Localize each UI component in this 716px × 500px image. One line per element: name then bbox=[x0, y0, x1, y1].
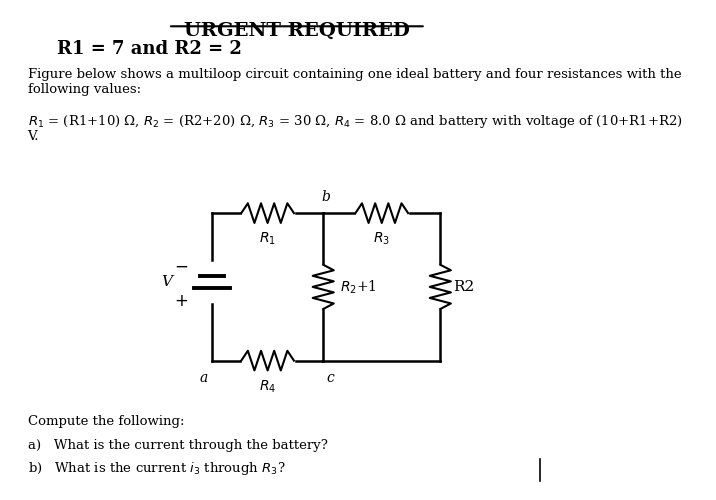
Text: c: c bbox=[326, 372, 334, 386]
Text: V.: V. bbox=[28, 130, 39, 142]
Text: URGENT REQUIRED: URGENT REQUIRED bbox=[184, 22, 410, 40]
Text: R2: R2 bbox=[453, 280, 475, 294]
Text: b: b bbox=[321, 190, 330, 204]
Text: $R_3$: $R_3$ bbox=[373, 231, 390, 247]
Text: Figure below shows a multiloop circuit containing one ideal battery and four res: Figure below shows a multiloop circuit c… bbox=[28, 68, 681, 96]
Text: $R_1$ = (R1+10) Ω, $R_2$ = (R2+20) Ω, $R_3$ = 30 Ω, $R_4$ = 8.0 Ω and battery wi: $R_1$ = (R1+10) Ω, $R_2$ = (R2+20) Ω, $R… bbox=[28, 114, 682, 130]
Text: V: V bbox=[161, 275, 172, 289]
Text: $R_1$: $R_1$ bbox=[259, 231, 276, 247]
Text: R1 = 7 and R2 = 2: R1 = 7 and R2 = 2 bbox=[57, 40, 242, 58]
Text: $R_4$: $R_4$ bbox=[259, 378, 276, 394]
Text: a: a bbox=[200, 372, 208, 386]
Text: Compute the following:: Compute the following: bbox=[28, 414, 184, 428]
Text: a)   What is the current through the battery?: a) What is the current through the batte… bbox=[28, 440, 327, 452]
Text: −: − bbox=[175, 257, 188, 275]
Text: b)   What is the current $i_3$ through $R_3$?: b) What is the current $i_3$ through $R_… bbox=[28, 460, 285, 477]
Text: $R_2$+1: $R_2$+1 bbox=[339, 278, 377, 295]
Text: +: + bbox=[175, 292, 188, 310]
